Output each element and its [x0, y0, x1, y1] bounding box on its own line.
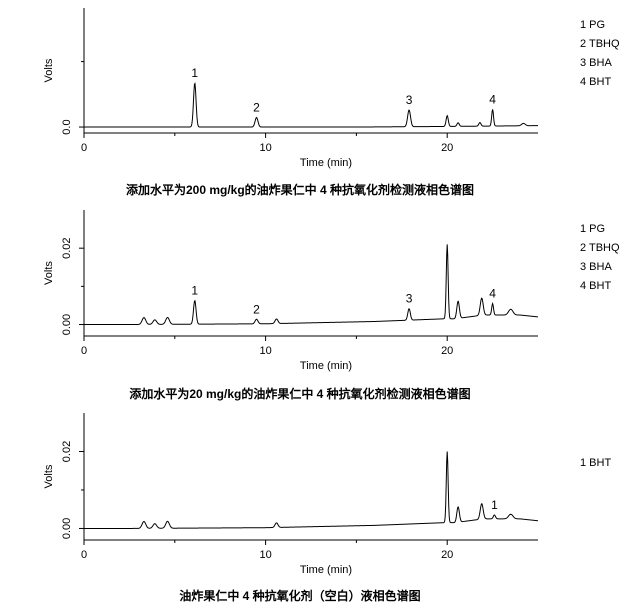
x-tick-label: 20	[441, 549, 453, 561]
chromatogram-trace	[84, 244, 539, 326]
y-axis-title: Volts	[43, 58, 55, 82]
y-tick-label: 0.00	[61, 314, 73, 335]
peak-label: 1	[191, 284, 198, 298]
y-tick-label: 0.02	[61, 441, 73, 462]
chromatogram-trace	[84, 451, 539, 529]
legend-entry: 4 BHT	[580, 280, 611, 292]
x-axis-title: Time (min)	[300, 157, 352, 169]
chart-caption: 添加水平为20 mg/kg的油炸果仁中 4 种抗氧化剂检测液相色谱图	[129, 386, 470, 401]
legend-entry: 3 BHA	[580, 57, 612, 69]
chromatogram-panel-2: 0 10 20 0.00 0.02 Time (min) Volts 1 2 3 4 1 PG 2 TB…	[43, 210, 620, 401]
x-tick-label: 20	[441, 345, 453, 357]
legend-entry: 2 TBHQ	[580, 242, 620, 254]
x-tick-label: 10	[259, 142, 271, 154]
x-tick-label: 0	[81, 142, 87, 154]
peak-label: 2	[253, 101, 260, 115]
y-axis-title: Volts	[43, 261, 55, 285]
x-axis-title: Time (min)	[300, 564, 352, 576]
y-axis-title: Volts	[43, 464, 55, 488]
legend-entry: 1 PG	[580, 223, 605, 235]
chart-caption: 油炸果仁中 4 种抗氧化剂（空白）液相色谱图	[179, 588, 420, 603]
peak-label: 4	[489, 287, 496, 301]
legend-entry: 4 BHT	[580, 76, 611, 88]
x-tick-label: 0	[81, 345, 87, 357]
x-axis-title: Time (min)	[300, 360, 352, 372]
peak-label: 1	[191, 66, 198, 80]
peak-label: 3	[406, 93, 413, 107]
peak-label: 3	[406, 292, 413, 306]
legend-entry: 2 TBHQ	[580, 38, 620, 50]
y-tick-label: 0.0	[61, 119, 73, 134]
x-tick-label: 0	[81, 549, 87, 561]
chart-caption: 添加水平为200 mg/kg的油炸果仁中 4 种抗氧化剂检测液相色谱图	[126, 182, 474, 197]
x-tick-label: 10	[259, 549, 271, 561]
peak-label: 1	[491, 498, 498, 512]
legend-entry: 1 BHT	[580, 457, 611, 469]
chromatogram-panel-1: 0 10 20 0.0 Time (min) Volts 1 2 3 4 1 PG 2 TBHQ 3 B…	[43, 8, 620, 197]
y-tick-label: 0.00	[61, 518, 73, 539]
x-tick-label: 10	[259, 345, 271, 357]
peak-label: 4	[489, 92, 496, 106]
chromatogram-panel-3: 0 10 20 0.00 0.02 Time (min) Volts 1 1 BHT 油炸果仁中 …	[43, 413, 611, 603]
peak-label: 2	[253, 302, 260, 316]
y-tick-label: 0.02	[61, 237, 73, 258]
chromatogram-trace	[84, 82, 538, 128]
legend-entry: 1 PG	[580, 19, 605, 31]
legend-entry: 3 BHA	[580, 261, 612, 273]
x-tick-label: 20	[441, 142, 453, 154]
